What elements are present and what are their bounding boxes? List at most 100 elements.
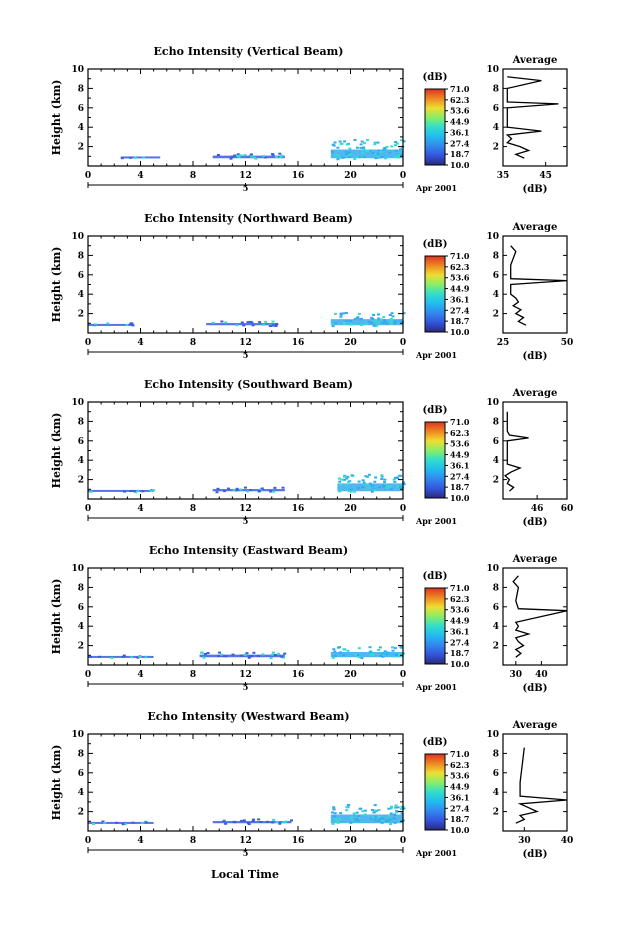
avg-x-tick-label: 30 — [510, 670, 523, 680]
echo-cell — [245, 652, 249, 655]
date-label: Apr 2001 — [415, 183, 457, 193]
y-tick-label: 10 — [71, 65, 84, 75]
echo-cell — [338, 140, 342, 143]
echo-cell — [224, 655, 228, 658]
echo-cell — [229, 157, 233, 160]
echo-data — [120, 138, 406, 161]
avg-y-tick-label: 8 — [493, 251, 499, 261]
avg-x-tick-label: 60 — [561, 504, 574, 514]
echo-cell — [375, 321, 379, 324]
echo-cell — [366, 483, 370, 486]
echo-cell — [344, 484, 348, 487]
echo-cell — [359, 807, 363, 810]
avg-x-tick-label: 40 — [561, 836, 574, 846]
echo-cell — [247, 656, 251, 659]
echo-cell — [393, 144, 397, 147]
colorbar-unit: (dB) — [423, 239, 448, 250]
colorbar-label: 27.4 — [450, 637, 470, 647]
colorbar-label: 36.1 — [450, 626, 469, 636]
echo-cell — [378, 646, 382, 649]
echo-cell — [242, 819, 246, 822]
echo-cell — [380, 821, 384, 824]
avg-y-tick-label: 8 — [493, 749, 499, 759]
echo-cell — [347, 480, 351, 483]
echo-cell — [343, 140, 347, 143]
average-title: Average — [512, 222, 558, 233]
echo-cell — [101, 820, 105, 823]
echo-cell — [334, 322, 337, 325]
colorbar-label: 44.9 — [450, 117, 470, 127]
echo-cell — [252, 651, 256, 654]
avg-y-tick-label: 10 — [486, 564, 499, 574]
echo-cell — [231, 653, 235, 656]
echo-region — [88, 821, 154, 824]
echo-cell — [261, 653, 265, 656]
colorbar-label: 53.6 — [450, 273, 470, 283]
echo-cell — [331, 656, 335, 659]
echo-cell — [335, 820, 339, 823]
echo-cell — [396, 806, 400, 809]
echo-cell — [250, 655, 254, 658]
y-tick-label: 2 — [78, 476, 84, 486]
colorbar-label: 10.0 — [450, 160, 470, 170]
echo-cell — [274, 325, 278, 327]
echo-cell — [391, 646, 394, 649]
echo-cell — [138, 656, 142, 658]
echo-cell — [393, 322, 397, 325]
average-frame — [502, 567, 568, 666]
echo-cell — [378, 817, 382, 820]
x-tick-label: 0 — [400, 670, 406, 680]
echo-cell — [269, 490, 273, 493]
echo-cell — [363, 142, 367, 145]
x-tick-label: 20 — [344, 504, 357, 514]
x-tick-label: 12 — [239, 836, 252, 846]
echo-cell — [284, 820, 288, 823]
echo-cell — [106, 322, 110, 325]
echo-cell — [394, 141, 398, 144]
y-tick-label: 8 — [78, 583, 84, 593]
local-time-label: Local Time — [211, 868, 279, 881]
colorbar-label: 71.0 — [450, 251, 470, 261]
echo-cell — [355, 811, 359, 814]
echo-cell — [136, 656, 140, 659]
echo-cell — [357, 647, 361, 650]
x-tick-label: 0 — [85, 171, 91, 181]
echo-region — [212, 489, 285, 492]
echo-cell — [367, 473, 371, 476]
colorbar-label: 36.1 — [450, 127, 469, 137]
echo-cell — [355, 317, 359, 320]
echo-cell — [364, 322, 368, 325]
echo-cell — [361, 151, 365, 154]
echo-cell — [249, 489, 253, 491]
echo-cell — [346, 649, 350, 652]
echo-region — [88, 655, 154, 658]
panel-title: Echo Intensity (Westward Beam) — [147, 710, 349, 723]
colorbar-label: 18.7 — [450, 814, 469, 824]
echo-cell — [337, 477, 341, 480]
echo-cell — [368, 650, 372, 653]
average-profile-line — [515, 747, 568, 824]
colorbar-label: 18.7 — [450, 648, 469, 658]
average-frame — [502, 733, 568, 832]
x-tick-label: 20 — [344, 171, 357, 181]
x-tick-label: 4 — [137, 171, 143, 181]
echo-cell — [400, 812, 404, 815]
colorbar-label: 10.0 — [450, 327, 470, 337]
x-tick-label: 8 — [190, 504, 196, 514]
echo-cell — [383, 650, 387, 653]
echo-cell — [381, 817, 385, 820]
echo-cell — [239, 654, 243, 657]
echo-cell — [376, 152, 380, 155]
colorbar-label: 71.0 — [450, 583, 470, 593]
avg-y-tick-label: 4 — [493, 123, 499, 133]
average-xlabel: (dB) — [523, 351, 548, 362]
x-tick-label: 16 — [292, 836, 305, 846]
echo-cell — [360, 657, 364, 660]
average-title: Average — [512, 388, 558, 399]
echo-region — [206, 323, 279, 326]
y-tick-label: 8 — [78, 417, 84, 427]
echo-cell — [382, 148, 386, 151]
y-tick-label: 6 — [78, 104, 84, 114]
echo-cell — [270, 653, 274, 656]
echo-cell — [342, 648, 346, 651]
